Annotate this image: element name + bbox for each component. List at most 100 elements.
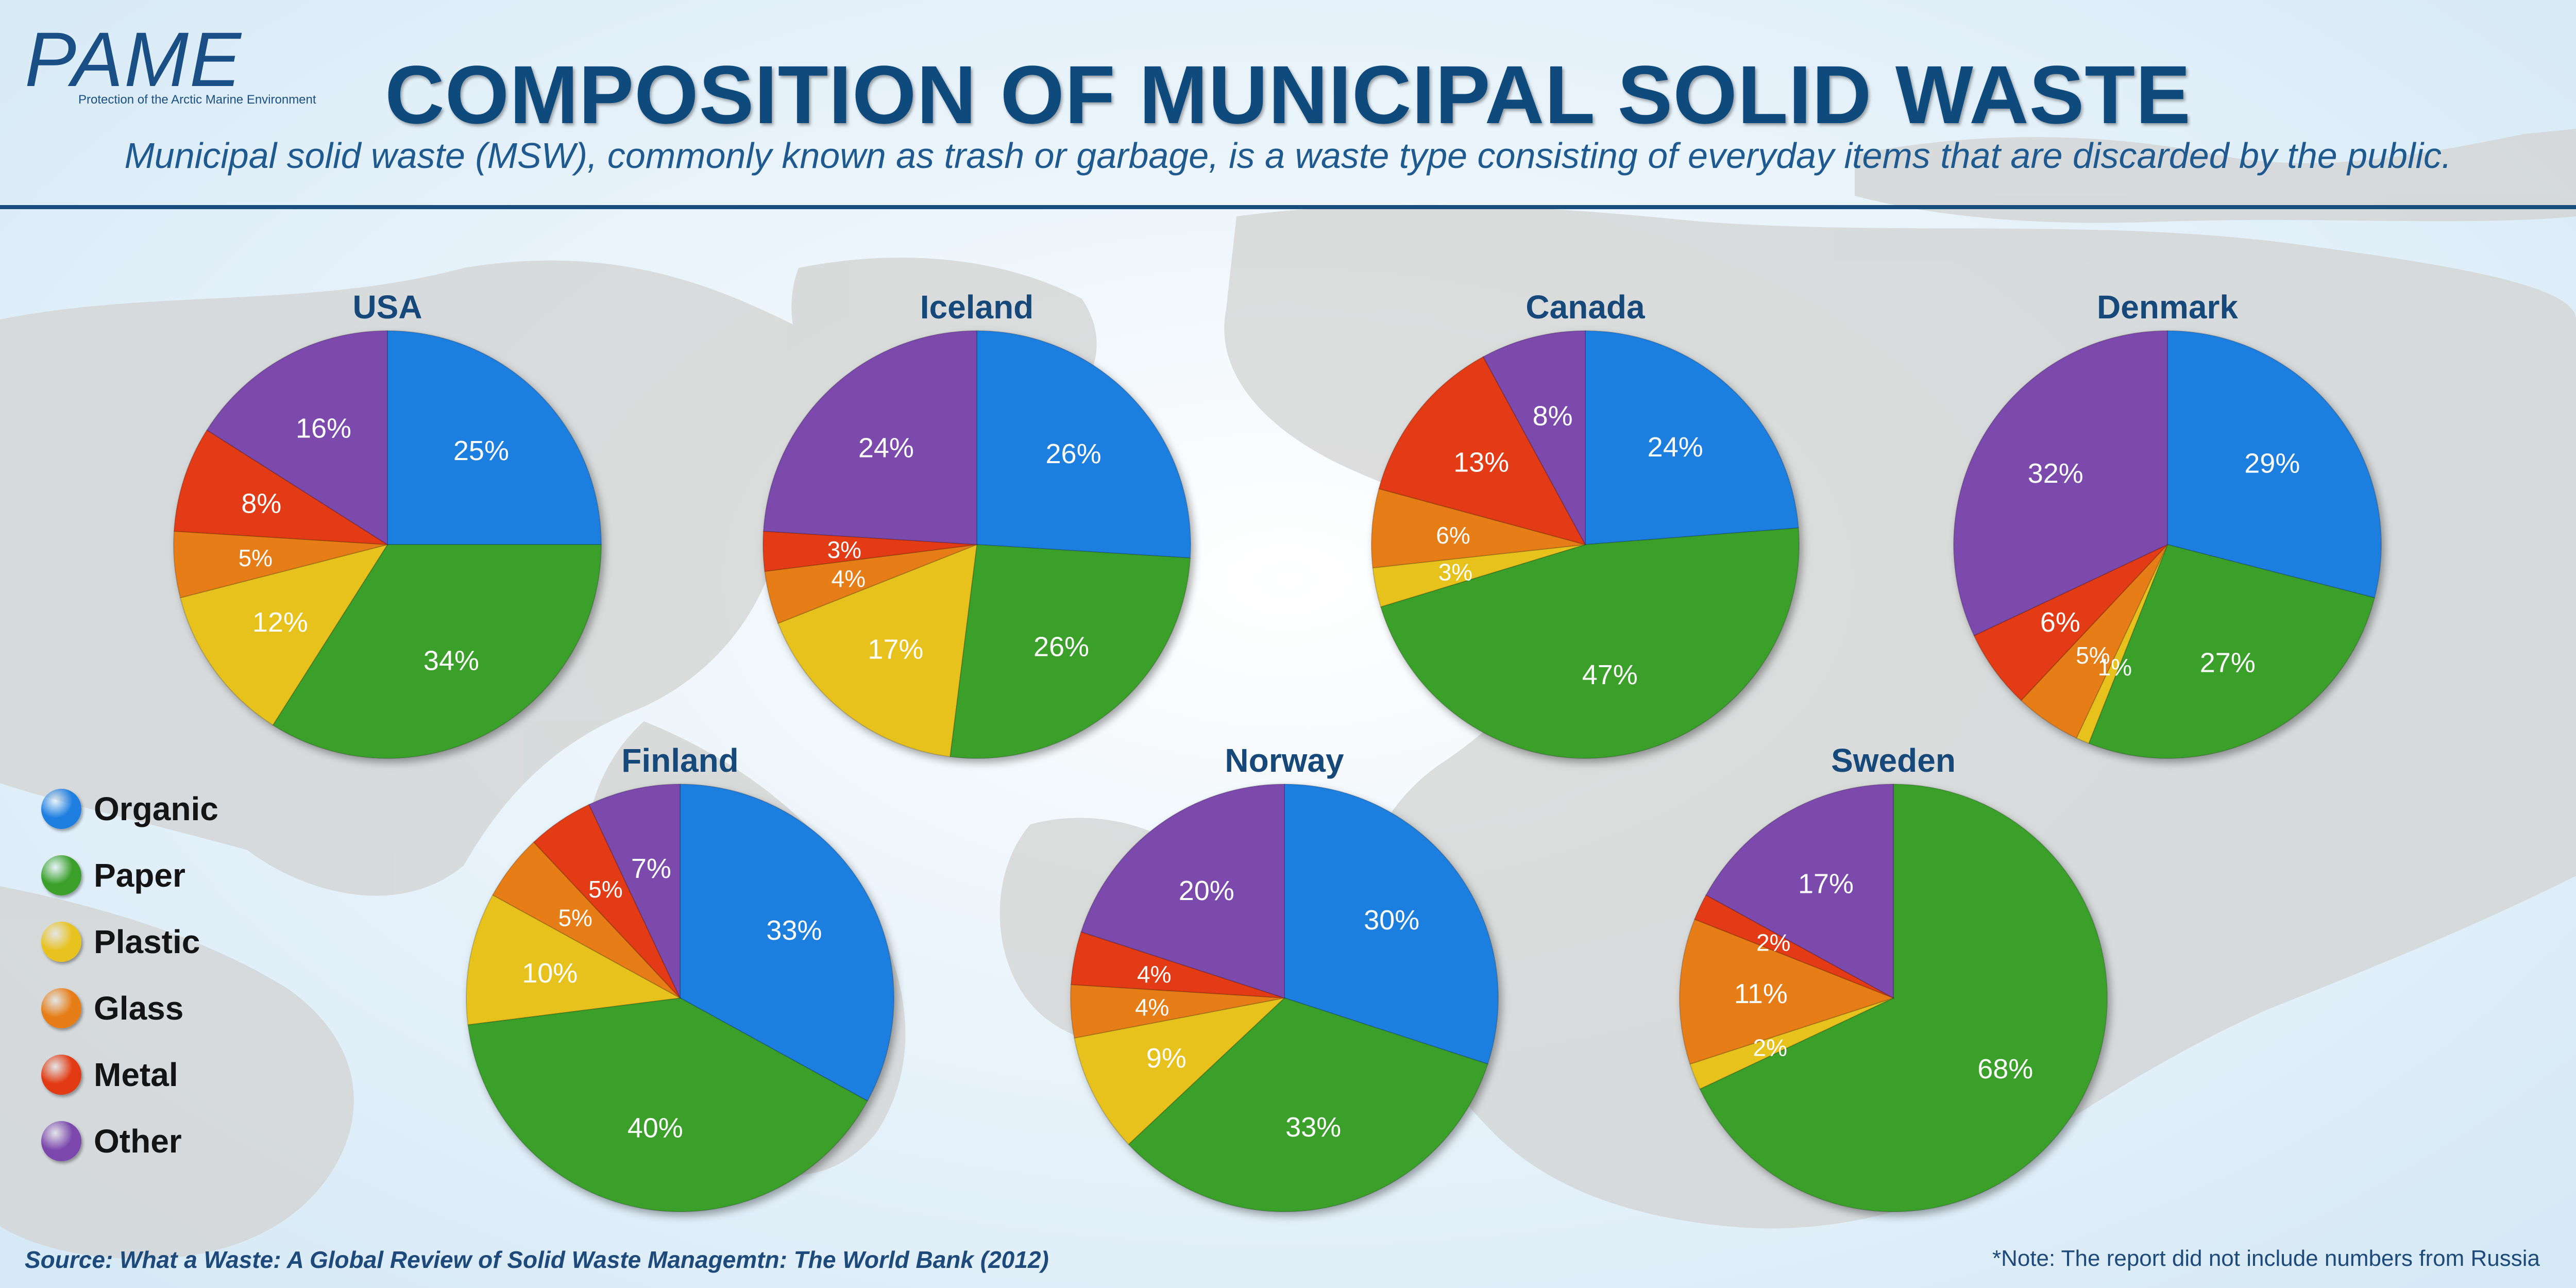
legend: Organic Paper Plastic Glass Metal Other <box>41 775 218 1174</box>
pie-slice-label: 34% <box>423 645 479 676</box>
pie-slice-paper <box>949 544 1191 759</box>
pie-usa: USA 25% 34% 12% 5% 8% 16% <box>173 289 602 759</box>
legend-item-paper: Paper <box>41 842 218 908</box>
pie-slice-label: 3% <box>827 536 861 563</box>
pie-slice-label: 26% <box>1046 438 1101 469</box>
logo-text: PAME <box>25 16 242 103</box>
pie-slice-plastic <box>1074 997 1286 1145</box>
pie-slice-label: 13% <box>1453 447 1509 478</box>
pie-slice-label: 24% <box>1648 432 1703 463</box>
pie-slices <box>1070 783 1499 1212</box>
pie-title: Denmark <box>2097 289 2238 326</box>
pie-slice-other <box>206 330 388 546</box>
legend-dot-plastic <box>41 921 81 962</box>
page-subtitle: Municipal solid waste (MSW), commonly kn… <box>124 135 2452 176</box>
pame-logo: PAME Protection of the Arctic Marine Env… <box>25 21 316 107</box>
pie-slice-label: 4% <box>1137 961 1171 988</box>
pie-slice-other <box>1953 330 2168 637</box>
legend-dot-glass <box>41 988 81 1028</box>
pie-slice-paper <box>1128 997 1488 1212</box>
pie-slices <box>466 783 894 1212</box>
pie-slice-paper <box>1699 783 2108 1212</box>
pie-slice-label: 11% <box>1734 978 1788 1009</box>
legend-dot-metal <box>41 1054 81 1095</box>
pie-title: Norway <box>1225 742 1344 779</box>
legend-dot-paper <box>41 855 81 895</box>
pie-sweden: Sweden 68% 2% 11% 2% 17% <box>1679 742 2108 1212</box>
pie-slice-paper <box>467 997 869 1212</box>
pie-slice-label: 26% <box>1033 631 1089 662</box>
pie-slice-label: 5% <box>588 876 622 903</box>
pie-iceland: Iceland 26% 26% 17% 4%3% 24% <box>762 289 1191 759</box>
pie-slice-label: 25% <box>453 435 509 466</box>
pie-norway: Norway 30% 33% 9% 4% 4% 20% <box>1070 742 1499 1212</box>
header-divider <box>0 205 2576 209</box>
legend-label: Glass <box>94 989 184 1027</box>
pie-slice-glass <box>1679 918 1895 1065</box>
pie-slice-label: 6% <box>2040 607 2080 638</box>
legend-item-metal: Metal <box>41 1041 218 1108</box>
pie-slice-label: 17% <box>868 634 923 665</box>
pie-slice-label: 40% <box>628 1113 683 1144</box>
logo-subtitle: Protection of the Arctic Marine Environm… <box>78 93 316 107</box>
pie-slice-label: 2% <box>1753 1035 1787 1061</box>
pie-slice-organic <box>2167 330 2382 599</box>
header: PAME Protection of the Arctic Marine Env… <box>0 0 2576 206</box>
pie-title: Sweden <box>1831 742 1956 779</box>
pie-title: Canada <box>1526 289 1645 326</box>
pie-slice-organic <box>1284 783 1499 1065</box>
pie-slice-label: 47% <box>1582 659 1638 690</box>
pie-slice-organic <box>976 330 1191 559</box>
legend-item-plastic: Plastic <box>41 908 218 975</box>
pie-slice-label: 3% <box>1438 559 1472 586</box>
pie-slice-plastic <box>179 544 389 726</box>
legend-label: Organic <box>94 790 218 827</box>
pie-slice-label: 8% <box>241 488 281 519</box>
pie-slices <box>1371 330 1800 759</box>
pie-slice-plastic <box>466 894 682 1026</box>
pie-slice-metal <box>1378 355 1586 546</box>
legend-label: Other <box>94 1122 182 1160</box>
pie-slice-other <box>588 783 681 998</box>
legend-dot-other <box>41 1121 81 1161</box>
pie-slice-label: 5% <box>239 545 273 571</box>
pie-slice-other <box>1705 783 1894 999</box>
pie-slice-label: 24% <box>858 432 914 463</box>
pie-slice-other <box>762 330 977 546</box>
pie-slice-label: 12% <box>252 607 308 638</box>
pie-slice-other <box>1482 330 1586 545</box>
pie-slice-label: 8% <box>1533 401 1573 432</box>
legend-item-glass: Glass <box>41 975 218 1041</box>
pie-slice-label: 33% <box>766 915 822 946</box>
legend-dot-organic <box>41 788 81 829</box>
legend-label: Paper <box>94 856 185 894</box>
pie-slice-metal <box>173 429 388 545</box>
page-title: COMPOSITION OF MUNICIPAL SOLID WASTE <box>385 48 2191 141</box>
pie-slice-label: 9% <box>1146 1043 1187 1074</box>
pie-slices <box>173 330 602 759</box>
pie-slice-organic <box>387 330 602 545</box>
footnote: *Note: The report did not include number… <box>1992 1246 2540 1271</box>
pie-slice-label: 33% <box>1285 1112 1341 1143</box>
pie-slice-label: 32% <box>2028 458 2083 489</box>
pie-title: Iceland <box>920 289 1034 326</box>
pie-slice-label: 30% <box>1364 905 1419 936</box>
pie-slice-label: 4% <box>832 565 866 592</box>
pie-slice-label: 68% <box>1977 1054 2033 1084</box>
pie-slice-label: 16% <box>296 413 351 444</box>
legend-item-other: Other <box>41 1108 218 1174</box>
pie-slice-label: 2% <box>1756 929 1790 956</box>
pie-slice-label: 27% <box>2200 647 2256 678</box>
legend-label: Metal <box>94 1056 178 1093</box>
legend-label: Plastic <box>94 923 200 960</box>
pie-slices <box>1953 330 2382 759</box>
source-citation: Source: What a Waste: A Global Review of… <box>25 1246 1049 1273</box>
pie-slice-label: 6% <box>1436 522 1470 549</box>
pie-slice-glass <box>1371 488 1586 569</box>
pie-slice-other <box>1080 783 1285 999</box>
pie-title: Finland <box>621 742 739 779</box>
pie-slice-label: 5% <box>2076 642 2110 669</box>
pie-slice-label: 7% <box>631 853 671 884</box>
pie-slice-metal <box>1973 544 2168 701</box>
